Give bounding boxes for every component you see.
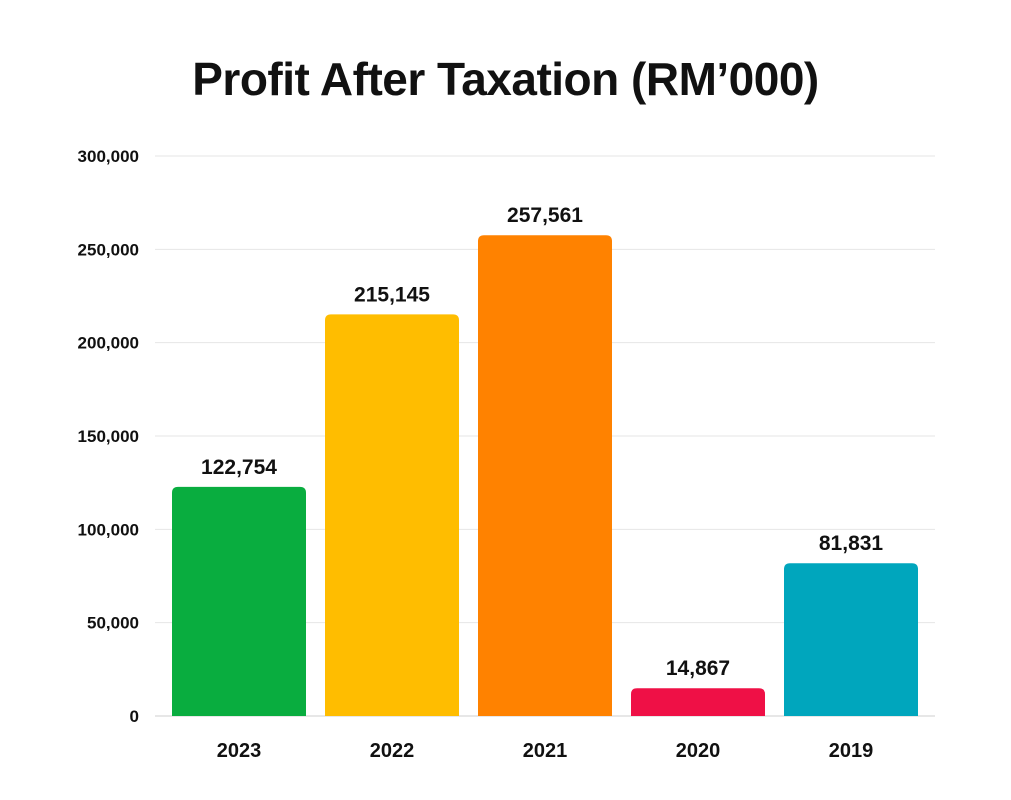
x-category-label: 2022 [370, 740, 415, 762]
bar-2020 [631, 688, 765, 716]
y-tick-label: 100,000 [78, 520, 139, 539]
x-category-label: 2021 [523, 740, 568, 762]
x-axis-category-labels: 2023 2022 2021 2020 2019 [217, 740, 874, 762]
y-tick-label: 150,000 [78, 427, 139, 446]
x-category-label: 2020 [676, 740, 721, 762]
bar-2021 [478, 235, 612, 716]
y-tick-label: 0 [130, 707, 139, 726]
bar-2022 [325, 314, 459, 716]
bar-2019 [784, 563, 918, 716]
y-axis-tick-labels: 0 50,000 100,000 150,000 200,000 250,000 300,0… [78, 147, 139, 726]
chart-title: Profit After Taxation (RM’000) [192, 53, 819, 105]
y-tick-label: 300,000 [78, 147, 139, 166]
y-tick-label: 50,000 [87, 614, 139, 633]
data-label-2019: 81,831 [819, 532, 884, 555]
y-tick-label: 200,000 [78, 334, 139, 353]
x-category-label: 2023 [217, 740, 262, 762]
bar-2023 [172, 486, 306, 716]
x-category-label: 2019 [829, 740, 874, 762]
bars [172, 235, 918, 716]
data-label-2021: 257,561 [507, 204, 583, 227]
data-label-2020: 14,867 [666, 657, 730, 680]
y-tick-label: 250,000 [78, 240, 139, 259]
bar-value-labels: 122,754 215,145 257,561 14,867 81,831 [201, 204, 883, 680]
data-label-2023: 122,754 [201, 456, 277, 479]
data-label-2022: 215,145 [354, 283, 430, 306]
